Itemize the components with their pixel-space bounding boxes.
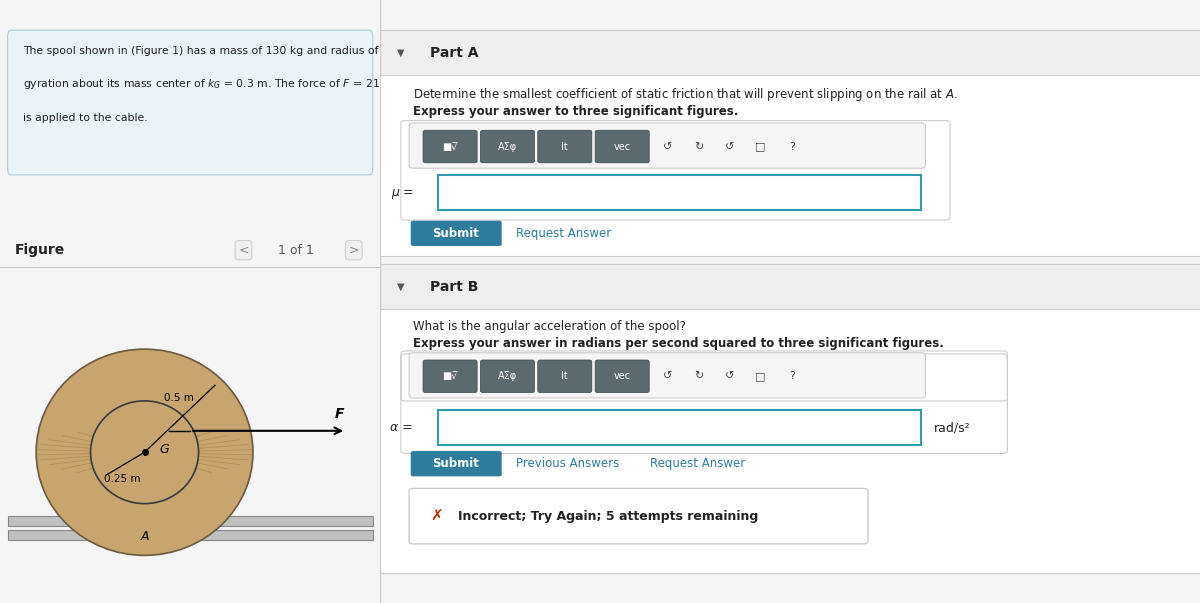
Text: ↺: ↺: [725, 142, 734, 151]
Text: It: It: [562, 142, 568, 151]
Text: Request Answer: Request Answer: [650, 457, 745, 470]
FancyBboxPatch shape: [409, 123, 925, 168]
Text: α =: α =: [390, 421, 413, 434]
FancyBboxPatch shape: [480, 360, 534, 393]
Text: ↺: ↺: [662, 371, 672, 381]
Text: □: □: [756, 371, 766, 381]
Text: ↻: ↻: [694, 142, 703, 151]
Text: Express your answer in radians per second squared to three significant figures.: Express your answer in radians per secon…: [413, 337, 944, 350]
Text: ■√̅: ■√̅: [443, 142, 458, 151]
Text: vec: vec: [613, 371, 631, 381]
Text: A: A: [140, 530, 149, 543]
FancyBboxPatch shape: [7, 30, 373, 175]
Text: Submit: Submit: [432, 227, 479, 240]
Text: AΣφ: AΣφ: [498, 142, 517, 151]
Text: Part A: Part A: [430, 46, 478, 60]
FancyBboxPatch shape: [424, 130, 478, 163]
Text: ↻: ↻: [694, 371, 703, 381]
Text: 0.5 m: 0.5 m: [164, 393, 194, 403]
Text: The spool shown in (Figure 1) has a mass of 130 kg and radius of: The spool shown in (Figure 1) has a mass…: [23, 46, 378, 56]
Bar: [380, 75, 1200, 256]
FancyBboxPatch shape: [538, 360, 592, 393]
Text: Request Answer: Request Answer: [516, 227, 611, 240]
Text: Express your answer to three significant figures.: Express your answer to three significant…: [413, 105, 738, 118]
Ellipse shape: [36, 349, 253, 555]
Text: >: >: [348, 244, 359, 257]
Text: ✗: ✗: [430, 509, 443, 523]
Text: gyration about its mass center of $k_G$ = 0.3 m. The force of $F$ = 210 N: gyration about its mass center of $k_G$ …: [23, 77, 398, 92]
FancyBboxPatch shape: [409, 353, 925, 398]
Bar: [7, 516, 373, 526]
Text: What is the angular acceleration of the spool?: What is the angular acceleration of the …: [413, 320, 686, 333]
FancyBboxPatch shape: [480, 130, 534, 163]
Bar: [380, 30, 1200, 75]
Text: is applied to the cable.: is applied to the cable.: [23, 113, 148, 122]
Bar: [380, 264, 1200, 309]
Text: vec: vec: [613, 142, 631, 151]
Text: μ =: μ =: [391, 186, 413, 199]
FancyBboxPatch shape: [595, 130, 649, 163]
Text: ▼: ▼: [397, 48, 404, 58]
Ellipse shape: [90, 401, 198, 504]
FancyBboxPatch shape: [595, 360, 649, 393]
FancyBboxPatch shape: [409, 488, 868, 544]
Text: rad/s²: rad/s²: [934, 421, 971, 434]
FancyBboxPatch shape: [438, 410, 922, 445]
Text: AΣφ: AΣφ: [498, 371, 517, 381]
Text: G: G: [160, 443, 169, 456]
Text: <: <: [239, 244, 248, 257]
FancyBboxPatch shape: [438, 175, 922, 210]
Text: ↺: ↺: [725, 371, 734, 381]
Text: It: It: [562, 371, 568, 381]
Text: ↺: ↺: [662, 142, 672, 151]
FancyBboxPatch shape: [424, 360, 478, 393]
Text: Figure: Figure: [16, 243, 66, 257]
Text: ■√̅: ■√̅: [443, 371, 458, 381]
Text: F: F: [335, 407, 344, 421]
Text: Previous Answers: Previous Answers: [516, 457, 619, 470]
Text: 1 of 1: 1 of 1: [277, 244, 313, 257]
Text: ?: ?: [788, 142, 794, 151]
Text: Determine the smallest coefficient of static friction that will prevent slipping: Determine the smallest coefficient of st…: [413, 86, 958, 103]
FancyBboxPatch shape: [538, 130, 592, 163]
Text: Submit: Submit: [432, 457, 479, 470]
Text: 0.25 m: 0.25 m: [103, 473, 140, 484]
Text: ▼: ▼: [397, 282, 404, 292]
FancyBboxPatch shape: [410, 451, 502, 476]
Text: Incorrect; Try Again; 5 attempts remaining: Incorrect; Try Again; 5 attempts remaini…: [458, 510, 758, 523]
Text: Part B: Part B: [430, 280, 478, 294]
Bar: [380, 309, 1200, 573]
Bar: [7, 529, 373, 540]
Text: ?: ?: [788, 371, 794, 381]
Text: □: □: [756, 142, 766, 151]
FancyBboxPatch shape: [410, 221, 502, 246]
